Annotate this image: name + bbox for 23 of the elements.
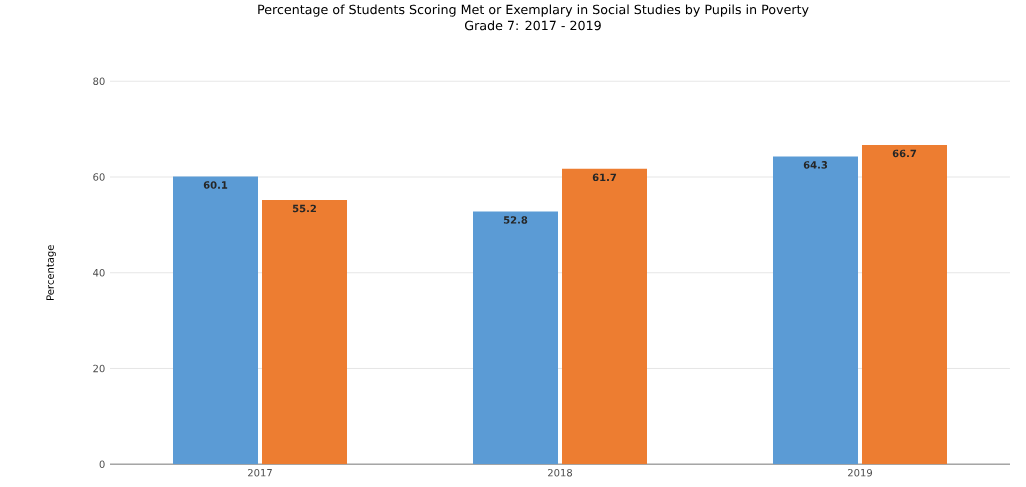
data-label: 61.7 (592, 173, 617, 182)
y-tick-label: 0 (99, 460, 105, 468)
data-label: 55.2 (292, 204, 316, 213)
y-tick-label: 20 (93, 364, 105, 373)
data-label: 64.3 (803, 161, 828, 169)
bar (473, 211, 558, 465)
data-label: 52.8 (503, 216, 528, 224)
bar (262, 199, 348, 465)
y-tick-label: 40 (93, 268, 105, 277)
y-tick-label: 60 (93, 173, 105, 181)
chart-subtitle: Grade 7: 2017 - 2019 (465, 20, 601, 31)
chart-title: Percentage of Students Scoring Met or Exemplary in Social Studies by Pupils in Poverty (258, 4, 809, 17)
data-label: 66.7 (892, 149, 917, 158)
x-tick-label: 2017 (248, 468, 272, 477)
y-axis-title: Percentage (46, 245, 56, 300)
bar (773, 156, 858, 465)
bar (173, 176, 258, 465)
bar (862, 144, 947, 465)
x-tick-label: 2019 (848, 468, 873, 477)
y-tick-label: 80 (93, 77, 105, 85)
bar (562, 168, 647, 465)
data-label: 60.1 (203, 181, 228, 189)
x-tick-label: 2018 (548, 468, 573, 477)
